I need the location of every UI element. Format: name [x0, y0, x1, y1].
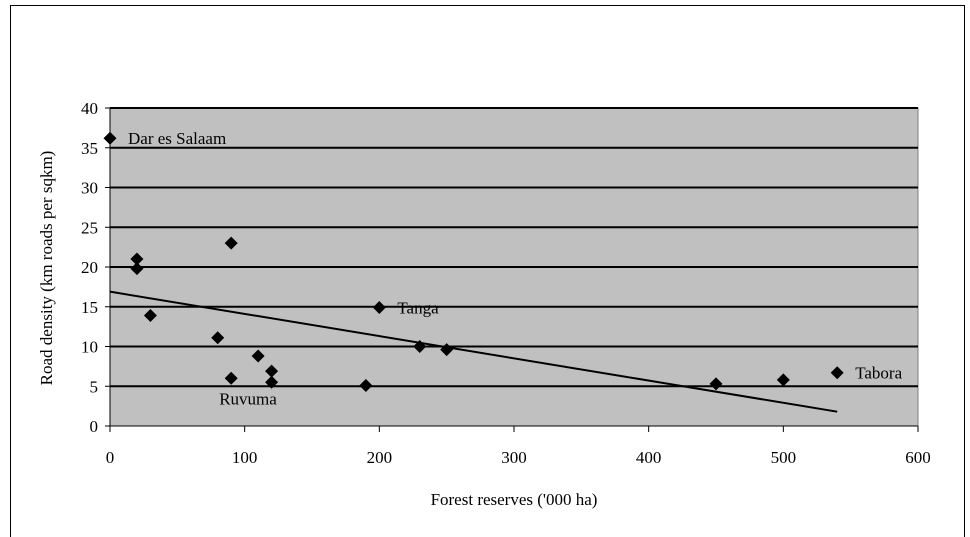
- data-points: [103, 131, 844, 392]
- point-label: Tabora: [855, 364, 902, 383]
- x-axis-label: Forest reserves ('000 ha): [431, 490, 598, 509]
- data-point: [251, 349, 265, 363]
- point-label: Dar es Salaam: [128, 129, 226, 148]
- data-point: [130, 262, 144, 276]
- point-labels: Dar es Salaam Ruvuma Tanga Tabora: [128, 129, 903, 408]
- data-point: [830, 366, 844, 380]
- data-point: [143, 308, 157, 322]
- y-tick-label: 40: [81, 99, 98, 118]
- y-tick-label: 0: [90, 417, 99, 436]
- chart-border: [10, 5, 965, 537]
- data-point: [265, 364, 279, 378]
- x-axis: 0 100 200 300 400 500 600: [106, 425, 931, 467]
- x-tick-label: 600: [905, 448, 931, 467]
- data-point: [372, 301, 386, 315]
- y-axis-label: Road density (km roads per sqkm): [37, 151, 56, 386]
- x-tick-label: 200: [367, 448, 393, 467]
- data-point: [130, 252, 144, 266]
- y-tick-label: 15: [81, 298, 98, 317]
- point-label: Tanga: [397, 299, 439, 318]
- trendline-layer: [109, 290, 838, 413]
- x-tick-label: 300: [501, 448, 527, 467]
- x-tick-label: 500: [771, 448, 797, 467]
- data-point: [709, 377, 723, 391]
- data-point: [224, 371, 238, 385]
- y-tick-label: 5: [90, 377, 99, 396]
- y-tick-label: 30: [81, 179, 98, 198]
- y-tick-label: 35: [81, 139, 98, 158]
- x-tick-label: 100: [232, 448, 258, 467]
- data-point: [265, 375, 279, 389]
- trendline: [109, 290, 838, 413]
- y-tick-label: 20: [81, 258, 98, 277]
- data-point: [224, 236, 238, 250]
- plot-area: Dar es Salaam Ruvuma Tanga Tabora: [103, 107, 919, 427]
- y-tick-label: 25: [81, 218, 98, 237]
- data-point: [359, 378, 373, 392]
- y-tick-label: 10: [81, 338, 98, 357]
- y-axis: 0 5 10 15 20 25 30 35 40: [81, 99, 111, 436]
- data-point: [776, 373, 790, 387]
- point-label: Ruvuma: [219, 389, 277, 408]
- data-point: [413, 340, 427, 353]
- x-tick-label: 400: [636, 448, 662, 467]
- data-point: [211, 331, 225, 345]
- data-point: [440, 343, 454, 357]
- x-tick-label: 0: [106, 448, 115, 467]
